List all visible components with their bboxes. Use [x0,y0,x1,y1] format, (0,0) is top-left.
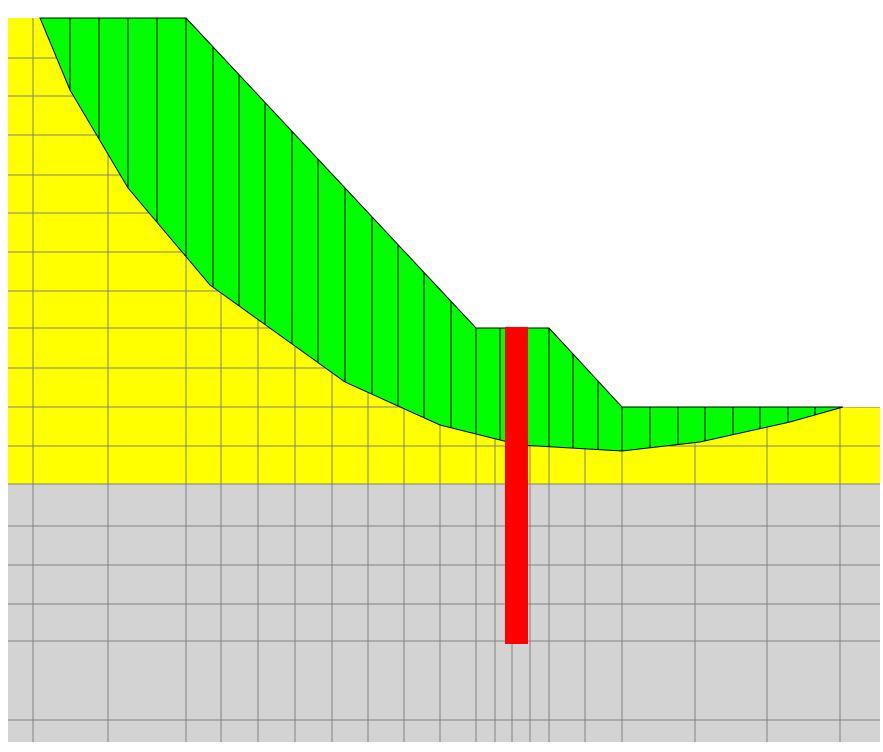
lower-soil-layer [8,484,880,742]
pile [505,327,528,644]
